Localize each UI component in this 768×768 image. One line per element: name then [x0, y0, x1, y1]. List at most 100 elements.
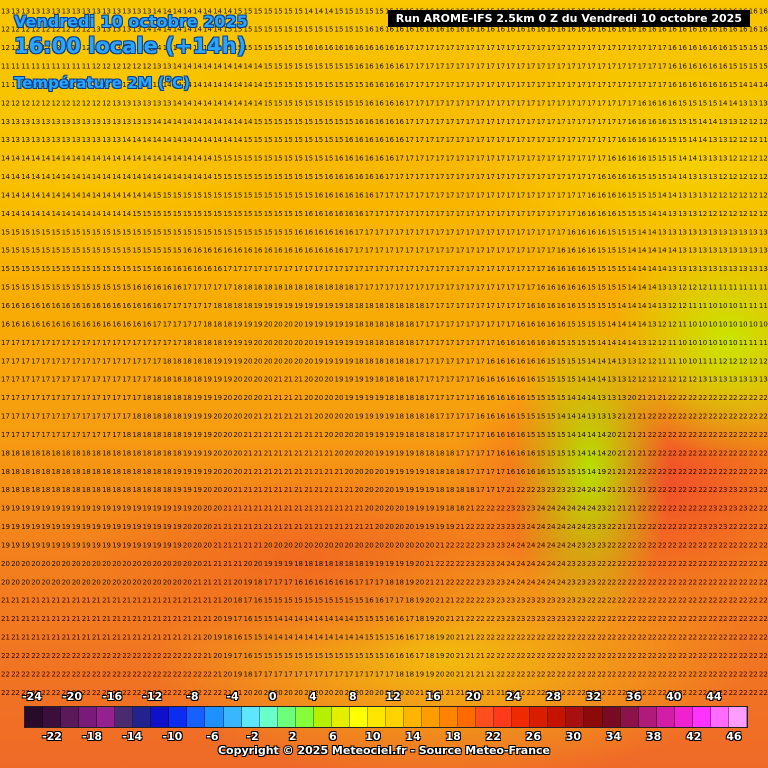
temperature-value: 16: [375, 173, 384, 181]
temperature-value: 15: [52, 284, 61, 292]
scale-swatch: [313, 707, 332, 727]
temperature-value: 10: [719, 302, 728, 310]
temperature-value: 10: [749, 320, 758, 328]
temperature-value: 19: [233, 357, 242, 365]
temperature-value: 17: [425, 99, 434, 107]
temperature-value: 16: [395, 81, 404, 89]
temperature-value: 13: [759, 247, 768, 255]
temperature-value: 17: [446, 155, 455, 163]
temperature-value: 23: [537, 486, 546, 494]
temperature-value: 20: [72, 578, 81, 586]
temperature-value: 16: [698, 63, 707, 71]
temperature-value: 22: [567, 689, 576, 697]
temperature-value: 17: [395, 284, 404, 292]
temperature-value: 14: [193, 173, 202, 181]
temperature-value: 17: [446, 265, 455, 273]
temperature-value: 15: [345, 99, 354, 107]
temperature-value: 16: [365, 99, 374, 107]
temperature-value: 22: [668, 413, 677, 421]
temperature-value: 18: [405, 339, 414, 347]
temperature-value: 15: [274, 155, 283, 163]
temperature-value: 22: [607, 597, 616, 605]
temperature-value: 22: [527, 634, 536, 642]
temperature-value: 15: [244, 26, 253, 34]
temperature-value: 16: [324, 247, 333, 255]
temperature-value: 15: [203, 210, 212, 218]
temperature-value: 19: [203, 394, 212, 402]
temperature-value: 16: [365, 173, 374, 181]
temperature-value: 15: [294, 597, 303, 605]
temperature-value: 14: [617, 320, 626, 328]
temperature-value: 13: [759, 228, 768, 236]
temperature-value: 22: [698, 431, 707, 439]
temperature-value: 16: [617, 136, 626, 144]
temperature-value: 17: [486, 468, 495, 476]
temperature-value: 12: [132, 63, 141, 71]
temperature-value: 14: [668, 192, 677, 200]
temperature-value: 11: [41, 63, 50, 71]
temperature-value: 22: [719, 413, 728, 421]
temperature-value: 16: [324, 210, 333, 218]
temperature-value: 20: [385, 689, 394, 697]
temperature-value: 22: [719, 542, 728, 550]
temperature-value: 15: [537, 376, 546, 384]
temperature-value: 17: [122, 394, 131, 402]
temperature-value: 17: [415, 247, 424, 255]
temperature-value: 17: [11, 376, 20, 384]
legend-tick-label: 30: [565, 730, 582, 743]
temperature-value: 15: [254, 26, 263, 34]
temperature-value: 13: [708, 265, 717, 273]
temperature-value: 17: [567, 99, 576, 107]
temperature-value: 14: [173, 173, 182, 181]
temperature-value: 18: [52, 449, 61, 457]
temperature-value: 11: [668, 339, 677, 347]
temperature-value: 16: [537, 284, 546, 292]
temperature-value: 17: [506, 247, 515, 255]
temperature-value: 22: [648, 689, 657, 697]
temperature-value: 17: [365, 247, 374, 255]
temperature-value: 16: [628, 118, 637, 126]
temperature-value: 16: [506, 357, 515, 365]
temperature-value: 14: [31, 173, 40, 181]
temperature-value: 14: [52, 173, 61, 181]
temperature-value: 13: [759, 99, 768, 107]
temperature-value: 17: [395, 265, 404, 273]
temperature-value: 15: [547, 449, 556, 457]
temperature-value: 21: [173, 615, 182, 623]
temperature-value: 16: [122, 320, 131, 328]
temperature-value: 22: [52, 652, 61, 660]
temperature-value: 22: [628, 670, 637, 678]
temperature-value: 15: [304, 118, 313, 126]
temperature-value: 14: [21, 192, 30, 200]
temperature-value: 18: [395, 357, 404, 365]
temperature-value: 21: [335, 486, 344, 494]
temperature-value: 16: [183, 265, 192, 273]
temperature-value: 23: [567, 615, 576, 623]
temperature-value: 17: [425, 118, 434, 126]
temperature-value: 19: [11, 505, 20, 513]
temperature-value: 20: [355, 449, 364, 457]
temperature-value: 20: [193, 542, 202, 550]
temperature-value: 16: [496, 449, 505, 457]
temperature-value: 18: [102, 449, 111, 457]
temperature-value: 14: [587, 357, 596, 365]
temperature-value: 15: [82, 284, 91, 292]
temperature-value: 17: [183, 302, 192, 310]
temperature-value: 18: [324, 284, 333, 292]
temperature-value: 17: [516, 81, 525, 89]
temperature-value: 15: [314, 155, 323, 163]
temperature-value: 15: [244, 7, 253, 15]
temperature-value: 13: [708, 155, 717, 163]
temperature-value: 17: [456, 81, 465, 89]
temperature-value: 16: [567, 284, 576, 292]
temperature-value: 17: [385, 192, 394, 200]
temperature-value: 17: [375, 578, 384, 586]
temperature-value: 22: [102, 689, 111, 697]
temperature-value: 13: [82, 118, 91, 126]
temperature-value: 22: [648, 597, 657, 605]
temperature-value: 21: [41, 634, 50, 642]
temperature-value: 14: [324, 7, 333, 15]
temperature-value: 22: [31, 689, 40, 697]
temperature-value: 15: [233, 210, 242, 218]
temperature-value: 16: [628, 26, 637, 34]
